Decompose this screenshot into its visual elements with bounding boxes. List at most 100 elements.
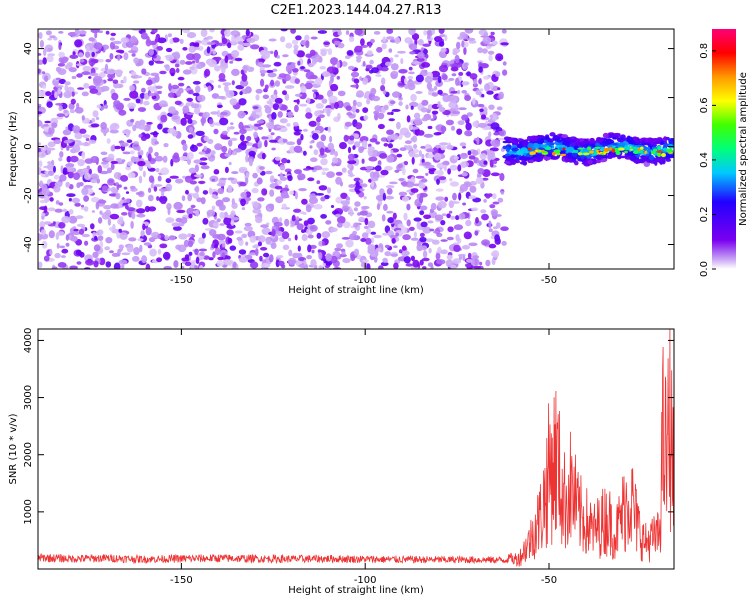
- spectrogram-cell: [74, 39, 83, 48]
- spectrogram-cell: [227, 42, 232, 49]
- spectrogram-cell: [212, 50, 217, 55]
- spectrogram-cell: [93, 42, 103, 50]
- spectrogram-cell: [420, 245, 428, 251]
- spectrogram-cell: [384, 244, 390, 249]
- spectrogram-cell: [257, 140, 263, 149]
- spectrogram-cell: [336, 222, 343, 228]
- spectrogram-cell: [426, 30, 433, 36]
- spectrogram-cell: [174, 100, 182, 106]
- spectrogram-cell: [433, 85, 438, 91]
- spectrogram-cell: [415, 175, 425, 179]
- spectrogram-cell: [122, 151, 131, 155]
- spectrogram-cell: [530, 138, 538, 142]
- spectrogram-cell: [60, 255, 66, 259]
- spectrogram-cell: [444, 196, 449, 202]
- spectrogram-cell: [268, 203, 275, 209]
- spectrogram-cell: [264, 84, 269, 90]
- spectrogram-cell: [600, 137, 604, 141]
- spectrogram-cell: [527, 142, 534, 149]
- spectrogram-cell: [258, 235, 266, 243]
- spectrogram-cell: [230, 219, 235, 226]
- spectrogram-cell: [382, 232, 389, 236]
- spectrogram-cell: [305, 204, 312, 213]
- spectrogram-cell: [545, 146, 552, 151]
- spectrogram-cell: [186, 53, 195, 61]
- spectrogram-cell: [318, 252, 323, 260]
- spectrogram-cell: [408, 150, 416, 158]
- spectrogram-cell: [279, 172, 283, 180]
- spectrogram-cell: [417, 51, 425, 59]
- spectrogram-cell: [491, 139, 501, 148]
- spectrogram-cell: [376, 46, 383, 53]
- y-tick-label: -20: [23, 187, 34, 203]
- spectrogram-cells: [38, 29, 674, 269]
- spectrogram-cell: [553, 134, 559, 139]
- spectrogram-cell: [488, 220, 492, 229]
- spectrogram-cell: [68, 67, 77, 73]
- spectrogram-cell: [193, 159, 203, 164]
- spectrogram-cell: [303, 69, 311, 73]
- colorbar-tick-label: 0.6: [699, 97, 710, 113]
- spectrogram-cell: [347, 153, 355, 161]
- spectrogram-cell: [329, 227, 338, 233]
- spectrogram-cell: [314, 266, 318, 269]
- spectrogram-cell: [487, 50, 495, 55]
- spectrogram-cell: [234, 230, 243, 234]
- spectrogram-cell: [334, 247, 342, 252]
- spectrogram-cell: [618, 138, 622, 141]
- spectrogram-cell: [104, 104, 108, 109]
- spectrogram-cell: [455, 234, 460, 242]
- y-tick-label: 20: [23, 91, 34, 104]
- spectrogram-cell: [402, 234, 411, 241]
- spectrogram-cell: [213, 169, 220, 175]
- spectrogram-cell: [254, 123, 262, 127]
- spectrogram-cell: [406, 203, 411, 211]
- spectrogram-cell: [74, 132, 83, 140]
- spectrogram-cell: [446, 144, 454, 150]
- spectrogram-cell: [257, 126, 263, 130]
- spectrogram-cell: [154, 151, 159, 157]
- spectrogram-cell: [306, 97, 311, 104]
- spectrogram-cell: [464, 29, 474, 34]
- spectrogram-cell: [81, 71, 91, 76]
- spectrogram-cell: [45, 173, 49, 178]
- spectrogram-cell: [58, 202, 64, 206]
- spectrogram-cell: [81, 187, 89, 196]
- spectrogram-cell: [68, 184, 74, 190]
- spectrogram-cell: [128, 237, 137, 242]
- spectrogram-cell: [68, 102, 75, 110]
- spectrogram-cell: [427, 125, 433, 130]
- spectrogram-cell: [412, 259, 420, 268]
- spectrogram-cell: [446, 236, 454, 241]
- spectrogram-cell: [497, 197, 504, 203]
- spectrogram-cell: [383, 89, 387, 95]
- spectrogram-cell: [297, 245, 301, 252]
- spectrogram-cell: [313, 130, 321, 134]
- spectrogram-cell: [286, 123, 291, 127]
- spectrogram-cell: [47, 161, 52, 164]
- spectrogram-cell: [63, 139, 72, 144]
- spectrogram-cell: [311, 249, 315, 254]
- spectrogram-cell: [264, 106, 272, 114]
- spectrogram-cell: [324, 194, 330, 200]
- spectrogram-cell: [109, 250, 114, 254]
- spectrogram-cell: [366, 227, 371, 235]
- spectrogram-cell: [459, 142, 467, 147]
- spectrogram-cell: [294, 234, 298, 241]
- spectrogram-cell: [441, 74, 448, 81]
- spectrogram-cell: [601, 146, 605, 150]
- spectrogram-cell: [65, 163, 75, 168]
- spectrogram-cell: [90, 63, 94, 67]
- spectrogram-cell: [648, 151, 652, 158]
- spectrogram-cell: [490, 209, 498, 217]
- spectrogram-cell: [216, 182, 226, 187]
- spectrogram-cell: [171, 222, 180, 227]
- spectrogram-cell: [386, 36, 395, 40]
- spectrogram-cell: [408, 124, 414, 131]
- spectrogram-cell: [187, 193, 193, 202]
- spectrogram-cell: [155, 36, 159, 43]
- spectrogram-cell: [71, 197, 80, 204]
- spectrogram-cell: [473, 78, 478, 85]
- spectrogram-cell: [341, 205, 350, 212]
- spectrogram-cell: [125, 191, 130, 194]
